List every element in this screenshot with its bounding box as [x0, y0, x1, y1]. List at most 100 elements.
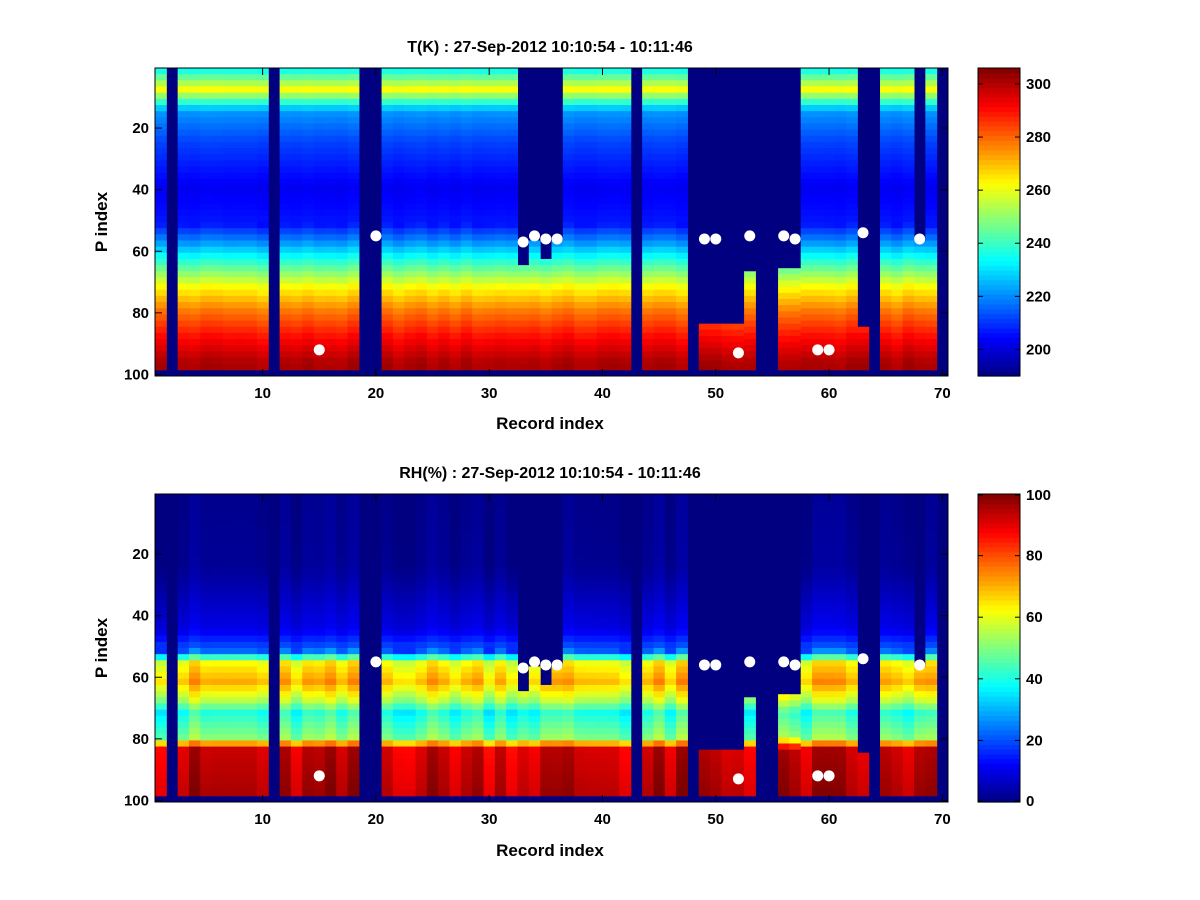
heatmap-column — [290, 68, 303, 371]
heatmap-cell — [494, 586, 507, 594]
heatmap-cell — [155, 86, 167, 94]
heatmap-cell — [381, 154, 394, 161]
heatmap-cell — [415, 265, 428, 272]
heatmap-cell — [653, 537, 666, 544]
heatmap-cell — [279, 789, 292, 797]
heatmap-cell — [721, 761, 734, 769]
heatmap-cell — [494, 654, 507, 661]
heatmap-cell — [744, 289, 756, 297]
heatmap-cell — [336, 123, 349, 131]
heatmap-cell — [506, 172, 519, 180]
heatmap-column — [438, 494, 451, 797]
heatmap-cell — [540, 265, 552, 272]
heatmap-cell — [381, 185, 394, 192]
heatmap-cell — [800, 209, 813, 217]
heatmap-cell — [823, 623, 836, 631]
heatmap-cell — [404, 197, 417, 205]
heatmap-cell — [800, 154, 813, 161]
heatmap-cell — [449, 641, 462, 649]
heatmap-cell — [608, 326, 620, 334]
heatmap-cell — [880, 339, 892, 346]
heatmap-cell — [744, 271, 756, 278]
heatmap-cell — [347, 684, 360, 692]
heatmap-cell — [211, 518, 224, 526]
heatmap-cell — [460, 166, 473, 174]
heatmap-cell — [812, 228, 824, 235]
heatmap-cell — [551, 289, 564, 297]
heatmap-cell — [324, 314, 337, 322]
heatmap-cell — [596, 283, 609, 291]
colorbar-segment — [978, 106, 1020, 112]
heatmap-cell — [834, 758, 847, 766]
heatmap-cell — [279, 191, 292, 198]
heatmap-cell — [574, 512, 586, 520]
heatmap-cell — [619, 543, 632, 550]
heatmap-cell — [279, 494, 292, 501]
heatmap-cell — [517, 715, 530, 723]
heatmap-cell — [846, 494, 858, 501]
heatmap-cell — [472, 209, 485, 217]
heatmap-cell — [608, 765, 620, 772]
heatmap-cell — [177, 178, 190, 186]
heatmap-cell — [483, 240, 496, 248]
heatmap-cell — [653, 234, 666, 241]
heatmap-cell — [302, 641, 315, 649]
heatmap-cell — [528, 302, 541, 309]
heatmap-cell — [188, 623, 201, 631]
heatmap-cell — [438, 777, 451, 785]
heatmap-cell — [347, 271, 360, 278]
heatmap-cell — [392, 506, 405, 513]
heatmap-cell — [290, 258, 303, 266]
heatmap-cell — [234, 598, 247, 606]
heatmap-cell — [596, 580, 609, 587]
heatmap-cell — [302, 709, 315, 717]
heatmap-cell — [438, 567, 451, 575]
heatmap-cell — [472, 691, 485, 698]
heatmap-cell — [290, 308, 303, 315]
heatmap-cell — [596, 252, 609, 260]
heatmap-cell — [245, 240, 258, 248]
heatmap-cell — [426, 555, 439, 563]
heatmap-cell — [585, 752, 598, 760]
heatmap-cell — [834, 777, 847, 785]
heatmap-cell — [234, 197, 247, 205]
heatmap-cell — [177, 111, 190, 118]
heatmap-cell — [698, 780, 711, 788]
heatmap-cell — [392, 629, 405, 637]
heatmap-cell — [279, 684, 292, 692]
heatmap-cell — [517, 351, 530, 359]
heatmap-cell — [653, 86, 666, 94]
heatmap-cell — [404, 86, 417, 94]
colorbar-segment — [978, 294, 1020, 300]
heatmap-cell — [245, 283, 258, 291]
heatmap-cell — [324, 197, 337, 205]
heatmap-cell — [812, 141, 824, 149]
heatmap-cell — [177, 154, 190, 161]
heatmap-cell — [676, 172, 688, 180]
heatmap-cell — [279, 506, 292, 513]
heatmap-cell — [449, 654, 462, 661]
heatmap-cell — [642, 308, 654, 315]
heatmap-cell — [188, 746, 201, 754]
heatmap-cell — [313, 80, 326, 87]
heatmap-cell — [336, 752, 349, 760]
heatmap-cell — [438, 209, 451, 217]
heatmap-cell — [302, 135, 315, 143]
heatmap-cell — [778, 360, 790, 368]
heatmap-cell — [562, 765, 575, 772]
heatmap-cell — [188, 86, 201, 94]
heatmap-cell — [823, 277, 836, 285]
heatmap-cell — [562, 537, 575, 544]
heatmap-cell — [336, 777, 349, 785]
heatmap-cell — [256, 746, 269, 754]
heatmap-cell — [562, 598, 575, 606]
heatmap-cell — [313, 92, 326, 100]
heatmap-cell — [460, 586, 473, 594]
heatmap-cell — [460, 351, 473, 359]
heatmap-cell — [925, 80, 938, 87]
heatmap-cell — [302, 92, 315, 100]
heatmap-cell — [698, 342, 711, 349]
heatmap-cell — [676, 203, 688, 211]
heatmap-cell — [664, 326, 677, 334]
heatmap-cell — [347, 246, 360, 254]
